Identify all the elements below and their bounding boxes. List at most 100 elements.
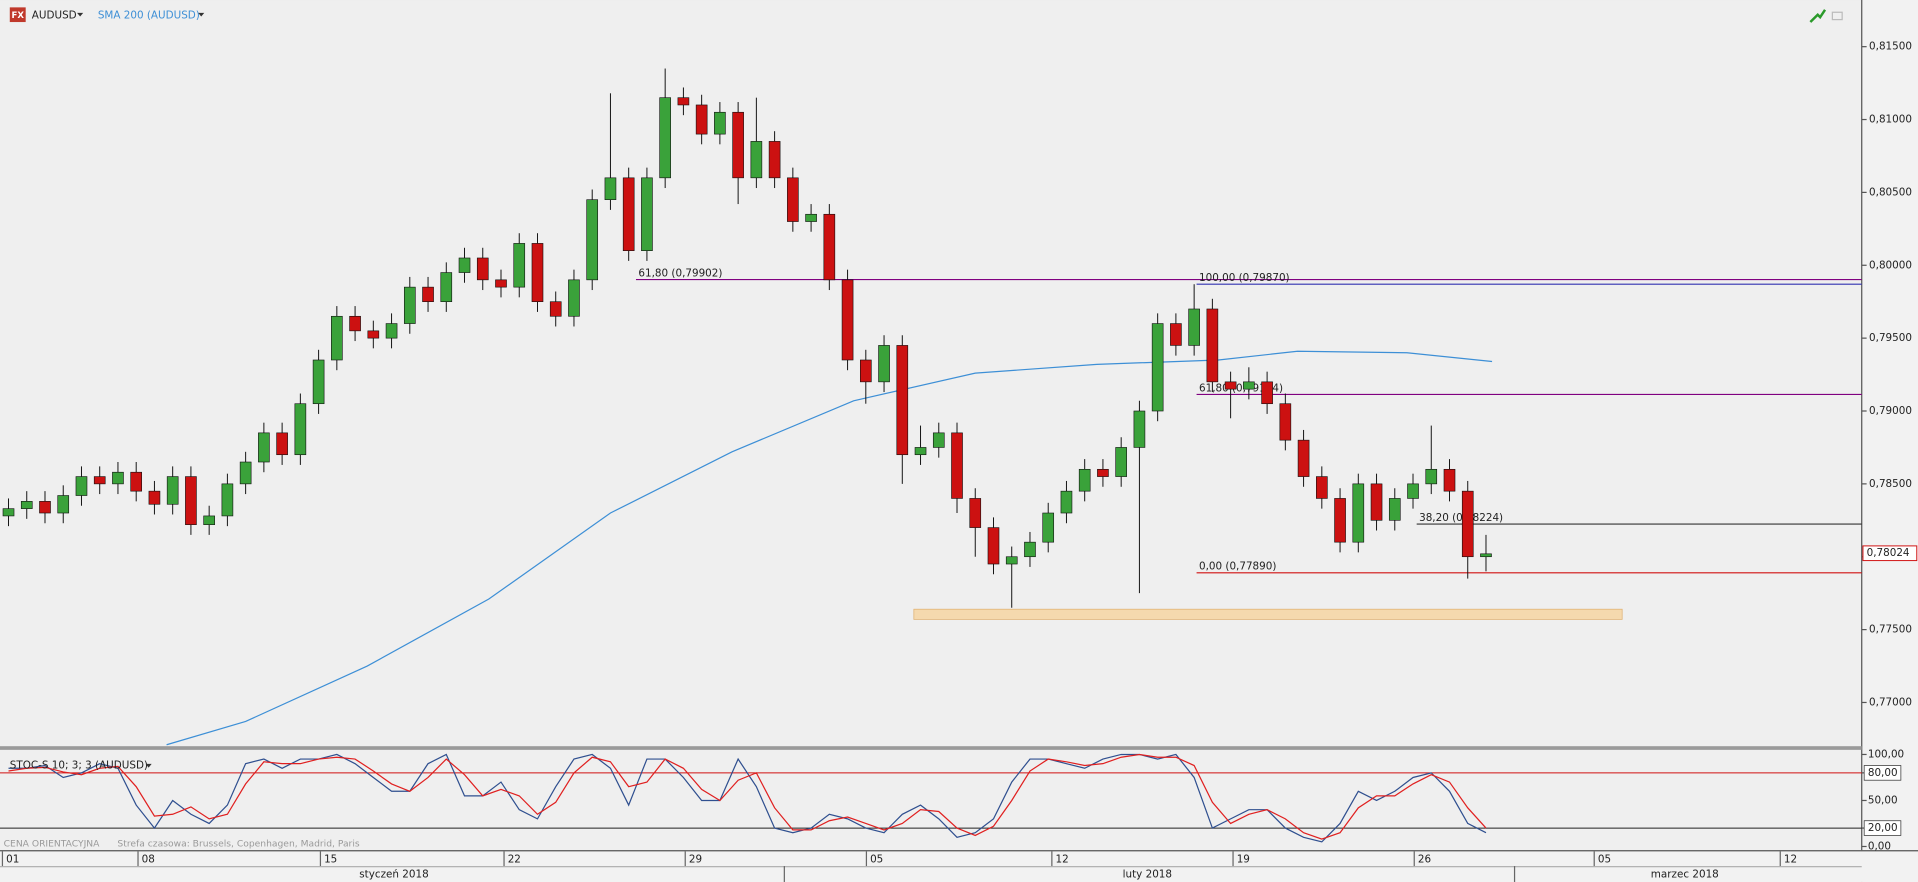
candle-body bbox=[276, 432, 288, 456]
candle-body bbox=[221, 483, 234, 517]
candle-body bbox=[659, 97, 671, 179]
last-price-box bbox=[1862, 545, 1918, 562]
y-tick-label: 0,78500 bbox=[1869, 478, 1912, 490]
month-label: luty 2018 bbox=[1123, 869, 1172, 881]
candle-body bbox=[312, 359, 325, 405]
candle-body bbox=[1279, 403, 1292, 441]
candle-body bbox=[987, 527, 1000, 565]
y-tick-label: 0,80000 bbox=[1869, 259, 1912, 271]
dropdown-arrow[interactable] bbox=[77, 12, 84, 17]
candle-body bbox=[20, 501, 33, 509]
candle-body bbox=[258, 432, 270, 463]
candle-body bbox=[148, 490, 161, 505]
candle-body bbox=[531, 243, 544, 303]
y-tick-label: 80,00 bbox=[1868, 767, 1898, 779]
y-tick-label: 0,00 bbox=[1868, 840, 1891, 852]
candle-body bbox=[331, 315, 343, 361]
x-tick-label: 12 bbox=[1784, 853, 1797, 865]
candle-body bbox=[1352, 483, 1365, 543]
fib-label: 100,00 (0,79870) bbox=[1199, 272, 1290, 284]
candle-body bbox=[914, 447, 927, 456]
candle-body bbox=[458, 257, 471, 273]
candle-body bbox=[1261, 381, 1273, 405]
fib-label: 0,00 (0,77890) bbox=[1199, 561, 1276, 573]
candle-body bbox=[1170, 323, 1182, 346]
x-tick-label: 26 bbox=[1418, 853, 1431, 865]
candle-body bbox=[1133, 410, 1146, 448]
price-axis-area bbox=[1861, 0, 1918, 882]
candle-body bbox=[349, 315, 361, 332]
candle-body bbox=[294, 403, 307, 456]
panel-separator bbox=[0, 746, 1862, 750]
candle-body bbox=[695, 104, 708, 135]
y-tick-label: 0,77500 bbox=[1869, 624, 1912, 636]
candle-body bbox=[112, 471, 124, 485]
candle-body bbox=[622, 177, 635, 252]
candle-body bbox=[1388, 498, 1401, 521]
timezone-label: Strefa czasowa: Brussels, Copenhagen, Ma… bbox=[117, 839, 359, 850]
fib-label: 38,20 (0,78224) bbox=[1419, 512, 1503, 524]
candle-body bbox=[1334, 498, 1346, 543]
candle-body bbox=[805, 213, 817, 222]
candle-body bbox=[1443, 468, 1456, 492]
candle-body bbox=[604, 177, 617, 200]
stoch-title[interactable]: STOC-S 10; 3; 3 (AUDUSD) bbox=[10, 760, 148, 772]
candle-body bbox=[39, 501, 51, 514]
month-label: styczeń 2018 bbox=[359, 869, 428, 881]
candle-body bbox=[495, 279, 507, 288]
candle-body bbox=[1425, 468, 1438, 485]
candle-body bbox=[75, 476, 88, 496]
fx-icon-text: FX bbox=[12, 11, 25, 21]
candle-body bbox=[1115, 447, 1127, 477]
x-tick-label: 05 bbox=[1598, 853, 1611, 865]
candle-body bbox=[732, 111, 744, 179]
candle-body bbox=[1042, 512, 1055, 543]
candle-body bbox=[1151, 323, 1164, 412]
candle-body bbox=[403, 286, 416, 324]
candle-body bbox=[367, 330, 380, 339]
footer-label: CENA ORIENTACYJNA bbox=[4, 839, 100, 850]
candle-body bbox=[1461, 490, 1474, 558]
x-tick-label: 29 bbox=[689, 853, 702, 865]
candle-body bbox=[130, 471, 143, 492]
candle-body bbox=[768, 141, 781, 179]
fib-label: 61,80 (0,79902) bbox=[638, 267, 722, 279]
candle-body bbox=[1370, 483, 1383, 521]
x-tick-label: 19 bbox=[1237, 853, 1250, 865]
month-label: marzec 2018 bbox=[1651, 869, 1719, 881]
candle-body bbox=[385, 323, 398, 339]
candle-body bbox=[1316, 476, 1328, 499]
y-tick-label: 50,00 bbox=[1868, 794, 1898, 806]
fx-icon[interactable] bbox=[9, 7, 26, 23]
candle-body bbox=[951, 432, 963, 499]
candle-body bbox=[166, 476, 179, 505]
date-axis: 01 08 15 22 29 05 12 19 26 05 12 styczeń 2018 luty 2… bbox=[1, 851, 1797, 882]
trend-icon[interactable] bbox=[1809, 9, 1827, 23]
y-tick-label: 0,81500 bbox=[1869, 41, 1912, 53]
candle-body bbox=[1078, 468, 1091, 492]
x-tick-label: 12 bbox=[1056, 853, 1069, 865]
candle-body bbox=[932, 432, 945, 448]
candle-body bbox=[750, 141, 763, 179]
last-price-label: 0,78024 bbox=[1867, 547, 1910, 559]
x-tick-label: 22 bbox=[508, 853, 521, 865]
x-tick-label: 15 bbox=[324, 853, 337, 865]
candle-body bbox=[476, 257, 489, 281]
y-tick-label: 100,00 bbox=[1868, 748, 1904, 760]
candle-body bbox=[513, 243, 526, 288]
level-label-box bbox=[1863, 820, 1902, 836]
window-icon[interactable] bbox=[1831, 11, 1843, 21]
candle-body bbox=[57, 495, 70, 514]
indicator-label[interactable]: SMA 200 (AUDUSD) bbox=[98, 9, 200, 21]
candle-body bbox=[568, 279, 580, 317]
candle-body bbox=[714, 111, 726, 135]
candle-body bbox=[969, 498, 982, 528]
symbol-label[interactable]: AUDUSD bbox=[32, 9, 77, 21]
dropdown-arrow[interactable] bbox=[145, 763, 152, 768]
candle-body bbox=[93, 476, 106, 485]
x-tick-label: 01 bbox=[6, 853, 19, 865]
candle-body bbox=[823, 213, 836, 281]
dropdown-arrow[interactable] bbox=[198, 12, 205, 17]
candle-body bbox=[1480, 553, 1492, 558]
candle-body bbox=[878, 345, 890, 383]
